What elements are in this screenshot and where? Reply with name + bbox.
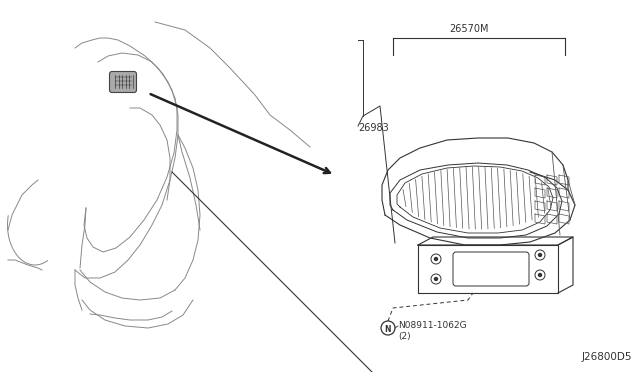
Text: J26800D5: J26800D5 <box>582 352 632 362</box>
Circle shape <box>435 278 438 280</box>
Circle shape <box>435 257 438 260</box>
Circle shape <box>538 253 541 257</box>
Circle shape <box>538 273 541 276</box>
Text: N08911-1062G: N08911-1062G <box>398 321 467 330</box>
Text: 26983: 26983 <box>358 123 388 133</box>
Text: 26570M: 26570M <box>449 24 489 34</box>
Text: (2): (2) <box>398 333 411 341</box>
FancyBboxPatch shape <box>453 252 529 286</box>
Text: N: N <box>385 324 391 334</box>
FancyBboxPatch shape <box>109 71 136 93</box>
